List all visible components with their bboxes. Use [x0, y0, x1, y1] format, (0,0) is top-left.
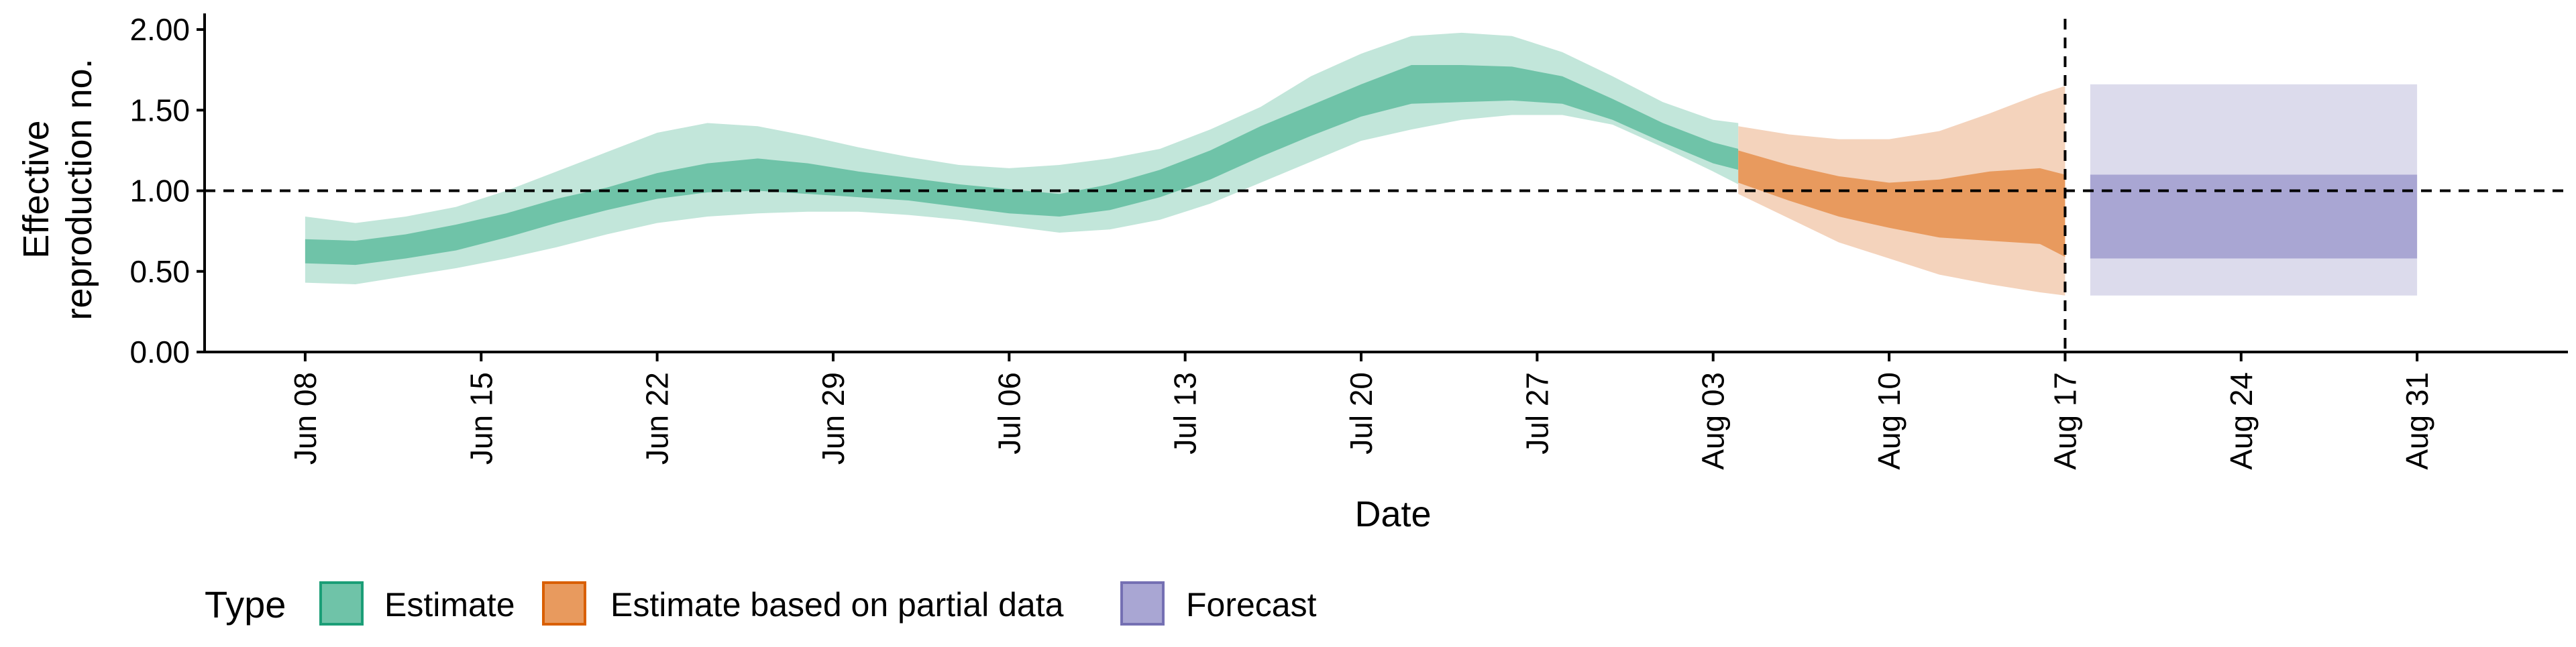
x-tick-label: Aug 24	[2224, 372, 2259, 470]
estimate-inner-band	[305, 65, 1739, 266]
x-tick-label: Aug 03	[1696, 372, 1731, 470]
legend-key-estimate	[319, 581, 364, 626]
legend-key-forecast	[1120, 581, 1165, 626]
y-axis-title-line: reproduction no.	[59, 58, 99, 320]
legend-label: Forecast	[1186, 586, 1317, 624]
legend: Type Estimate Estimate based on partial da…	[205, 581, 1317, 626]
y-axis-title-line: Effective	[16, 120, 56, 258]
x-tick-label: Aug 10	[1872, 372, 1907, 470]
x-tick-label: Jun 22	[640, 372, 675, 465]
legend-key-estimate-based-on-partial-data	[542, 581, 586, 626]
bands-layer	[305, 32, 2418, 296]
x-tick-label: Jul 13	[1168, 372, 1203, 455]
y-tick-label: 0.50	[129, 254, 190, 289]
y-axis-title: Effectivereproduction no.	[16, 58, 99, 320]
x-tick-label: Jun 29	[816, 372, 851, 465]
y-tick-label: 1.00	[129, 174, 190, 209]
x-tick-label: Jul 27	[1519, 372, 1554, 455]
x-tick-label: Jul 20	[1344, 372, 1379, 455]
axes-layer: 0.00 0.50 1.00 1.50 2.00 Jun 08 Jun 15 Jun 22 Ju…	[16, 12, 2568, 534]
x-axis-title: Date	[1354, 494, 1431, 534]
y-tick-label: 2.00	[129, 12, 190, 47]
legend-title: Type	[205, 583, 286, 626]
estimate-based-on-partial-data-inner-band	[1738, 150, 2065, 257]
x-tick-label: Aug 31	[2400, 372, 2434, 470]
forecast-inner-band	[2090, 174, 2418, 259]
x-tick-label: Jun 08	[288, 372, 323, 465]
legend-label: Estimate	[384, 586, 515, 624]
x-tick-label: Jul 06	[991, 372, 1026, 455]
x-tick-label: Jun 15	[464, 372, 498, 465]
legend-label: Estimate based on partial data	[610, 586, 1064, 624]
x-tick-label: Aug 17	[2047, 372, 2082, 470]
y-tick-label: 0.00	[129, 335, 190, 369]
y-tick-label: 1.50	[129, 93, 190, 127]
